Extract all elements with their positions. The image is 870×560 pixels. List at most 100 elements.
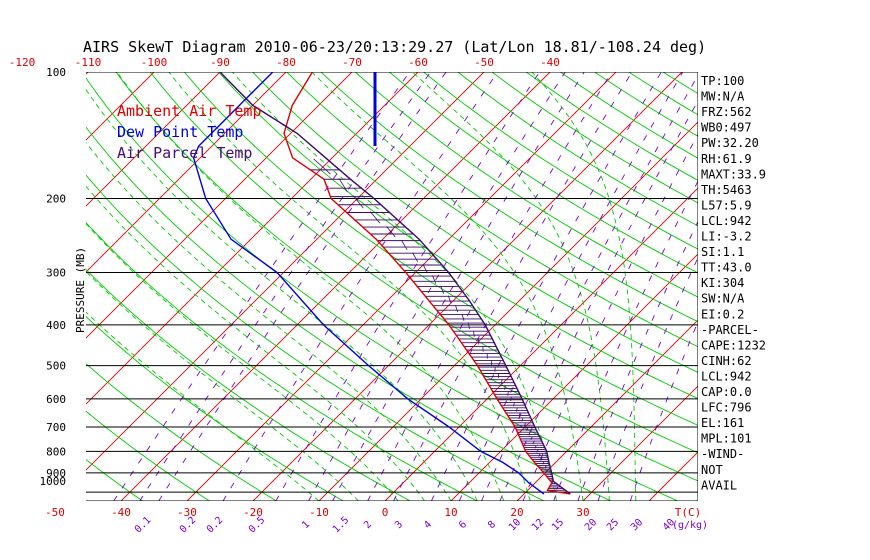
index-label: TP:100 <box>701 74 744 88</box>
moist-adiabat-line <box>311 72 584 501</box>
cape-hatch-tick <box>477 338 480 345</box>
legend-entry: Air Parcel Temp <box>117 144 252 162</box>
index-label: RH:61.9 <box>701 152 752 166</box>
isotherm-line <box>86 72 485 471</box>
index-label: CAP:0.0 <box>701 385 752 399</box>
bottom-temp-tick-label: -40 <box>111 506 131 519</box>
isotherm-line <box>86 72 419 405</box>
cape-hatch-tick <box>510 396 512 402</box>
dry-adiabat-line <box>423 72 698 250</box>
top-temp-tick-label: -110 <box>75 56 102 69</box>
cape-hatch-tick <box>513 402 515 407</box>
index-label: TH:5463 <box>701 183 752 197</box>
isotherm-line <box>86 72 287 273</box>
top-temp-tick-label: -90 <box>210 56 230 69</box>
index-label: WB0:497 <box>701 121 752 135</box>
index-label: PW:32.20 <box>701 136 759 150</box>
pressure-tick-label: 200 <box>46 192 66 205</box>
cape-hatch-tick <box>521 417 524 422</box>
cape-hatch-tick <box>338 178 348 193</box>
index-label: KI:304 <box>701 276 744 290</box>
mixing-ratio-line <box>597 256 698 501</box>
isotherm-line <box>648 451 698 501</box>
mixing-ratio-tick-label: 3 <box>393 519 405 531</box>
mixing-ratio-tick-label: 15 <box>550 517 566 533</box>
mixing-ratio-line <box>577 220 698 501</box>
index-label: SI:1.1 <box>701 245 744 259</box>
pressure-tick-label: 800 <box>46 445 66 458</box>
dry-adiabat-line <box>86 268 411 501</box>
index-label: FRZ:562 <box>701 105 752 119</box>
isotherm-line <box>384 187 698 501</box>
bottom-temp-tick-label: 30 <box>576 506 589 519</box>
mixing-ratio-line <box>308 72 566 501</box>
cape-hatch-tick <box>544 465 547 469</box>
index-label: L57:5.9 <box>701 198 752 212</box>
dry-adiabat-line <box>525 72 698 181</box>
dry-adiabat-line <box>354 72 698 298</box>
dry-adiabat-line <box>389 72 698 274</box>
pressure-tick-label: 1000 <box>40 475 67 488</box>
legend-entry: Dew Point Temp <box>117 123 243 141</box>
cape-hatch-tick <box>313 158 331 175</box>
pressure-tick-label: 900 <box>46 467 66 480</box>
dry-adiabat-line <box>218 72 698 400</box>
cape-hatch-tick <box>447 295 452 304</box>
dry-adiabat-line <box>491 72 698 204</box>
mixing-ratio-line <box>522 133 698 501</box>
index-label: -PARCEL- <box>701 323 759 337</box>
mixing-ratio-tick-label: 2 <box>362 519 374 531</box>
mixing-ratio-tick-label: 12 <box>530 517 546 533</box>
mixing-ratio-tick-label: 4 <box>422 519 434 531</box>
cape-hatch-tick <box>353 195 364 209</box>
moist-adiabat-line <box>86 270 359 501</box>
mixing-ratio-line <box>332 72 585 501</box>
pressure-tick-label: 100 <box>46 66 66 79</box>
index-label: LFC:796 <box>701 401 752 415</box>
cape-hatch-tick <box>524 422 526 427</box>
cape-hatch-tick <box>455 305 458 313</box>
mixing-ratio-line <box>367 72 613 501</box>
moist-adiabat-line <box>531 72 637 501</box>
isotherm-line <box>86 72 221 207</box>
dry-adiabat-line <box>320 72 698 323</box>
cape-hatch-tick <box>473 330 475 337</box>
moist-adiabat-line <box>86 223 399 501</box>
cape-hatch-tick <box>422 264 428 274</box>
mixing-ratio-line <box>275 72 540 501</box>
isotherm-lines <box>86 72 698 501</box>
index-label: MW:N/A <box>701 90 745 104</box>
moist-adiabat-line <box>116 72 505 501</box>
x-unit-label: T(C) <box>675 506 702 519</box>
mixing-ratio-line <box>480 74 698 501</box>
cape-hatch-tick <box>555 486 559 490</box>
cape-hatch-tick <box>400 239 408 251</box>
cape-hatch-tick <box>386 226 396 238</box>
isotherm-line <box>582 385 698 501</box>
bottom-temp-tick-label: -10 <box>309 506 329 519</box>
index-label: AVAIL <box>701 478 737 492</box>
mixing-ratio-tick-label: 20 <box>583 517 599 533</box>
mixing-ratio-tick-label: 1 <box>300 519 312 531</box>
dry-adiabat-line <box>662 72 698 95</box>
cape-hatch-tick <box>546 468 549 473</box>
mixing-ratio-line <box>553 180 698 501</box>
bottom-temp-tick-label: 10 <box>444 506 457 519</box>
index-label: EL:161 <box>701 416 744 430</box>
dry-adiabat-line <box>86 363 277 501</box>
top-temp-tick-label: -60 <box>408 56 428 69</box>
cape-hatch-tick <box>516 407 518 412</box>
mixing-ratio-tick-label: 8 <box>486 519 498 531</box>
isotherm-line <box>252 72 683 501</box>
mixing-ratio-line <box>393 72 633 501</box>
cape-hatch-tick <box>412 252 419 262</box>
mixing-ratio-line <box>158 72 447 501</box>
temperature-curve <box>283 72 571 495</box>
bottom-temp-tick-label: 20 <box>510 506 523 519</box>
isotherm-line <box>86 72 353 339</box>
cape-hatch-tick <box>518 412 521 417</box>
legend-entry: Ambient Air Temp <box>117 102 262 120</box>
bottom-temp-tick-label: -20 <box>243 506 263 519</box>
dry-adiabat-line <box>86 174 545 501</box>
